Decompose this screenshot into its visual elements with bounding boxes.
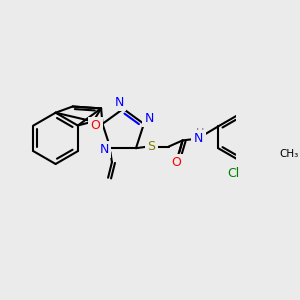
Text: S: S — [148, 140, 155, 153]
Text: N: N — [100, 143, 109, 156]
Text: O: O — [171, 156, 181, 169]
Text: H: H — [196, 128, 204, 138]
Text: N: N — [115, 96, 124, 109]
Text: O: O — [91, 119, 100, 132]
Text: Cl: Cl — [227, 167, 239, 179]
Text: N: N — [194, 132, 203, 146]
Text: N: N — [145, 112, 154, 125]
Text: CH₃: CH₃ — [279, 149, 298, 159]
